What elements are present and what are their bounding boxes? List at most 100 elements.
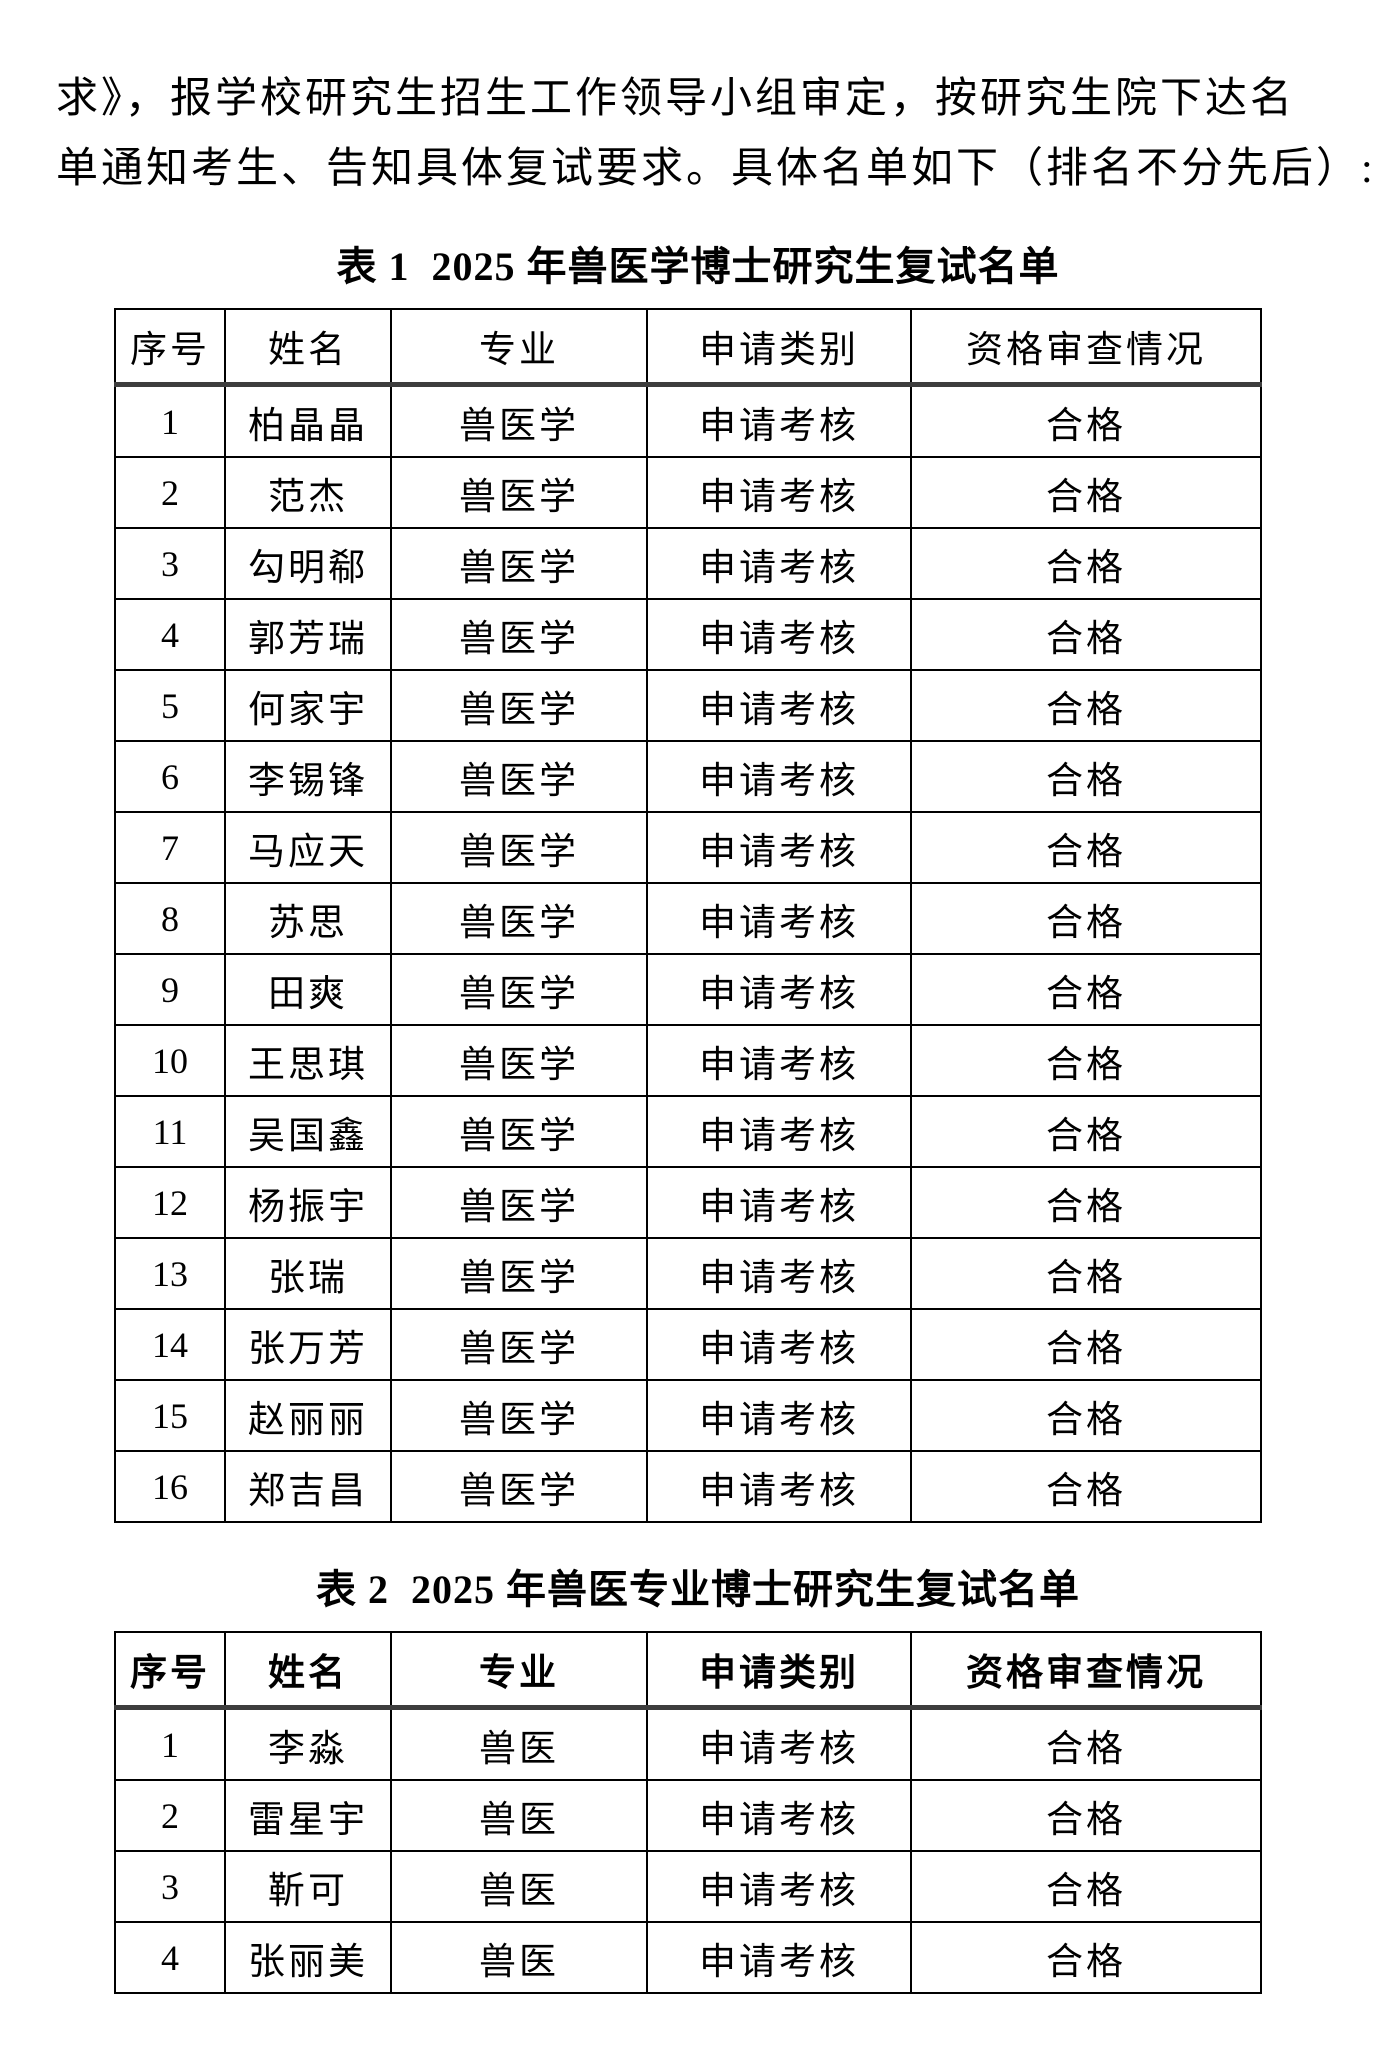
cell-no: 1 — [114, 1706, 226, 1781]
cell-major: 兽医学 — [390, 1308, 648, 1381]
cell-status: 合格 — [910, 811, 1262, 884]
cell-major: 兽医 — [390, 1706, 648, 1781]
cell-no: 11 — [114, 1095, 226, 1168]
cell-no: 14 — [114, 1308, 226, 1381]
cell-category: 申请考核 — [646, 1850, 912, 1923]
cell-major: 兽医学 — [390, 1166, 648, 1239]
cell-major: 兽医学 — [390, 527, 648, 600]
cell-major: 兽医学 — [390, 740, 648, 813]
cell-status: 合格 — [910, 1095, 1262, 1168]
table-row: 15 赵丽丽 兽医学 申请考核 合格 — [114, 1379, 1262, 1452]
cell-name: 柏晶晶 — [224, 383, 392, 458]
cell-status: 合格 — [910, 456, 1262, 529]
cell-status: 合格 — [910, 527, 1262, 600]
cell-category: 申请考核 — [646, 1024, 912, 1097]
cell-category: 申请考核 — [646, 456, 912, 529]
table2: 序号 姓名 专业 申请类别 资格审查情况 1 李淼 兽医 申请考核 合格 2 雷星宇 兽医 申请… — [114, 1631, 1262, 1994]
cell-major: 兽医 — [390, 1921, 648, 1994]
table-row: 3 勾明郗 兽医学 申请考核 合格 — [114, 527, 1262, 600]
cell-name: 张丽美 — [224, 1921, 392, 1994]
cell-no: 8 — [114, 882, 226, 955]
cell-category: 申请考核 — [646, 1237, 912, 1310]
cell-status: 合格 — [910, 1308, 1262, 1381]
cell-major: 兽医学 — [390, 882, 648, 955]
header-cell-no: 序号 — [114, 1631, 226, 1710]
cell-no: 13 — [114, 1237, 226, 1310]
cell-status: 合格 — [910, 669, 1262, 742]
table-row: 3 靳可 兽医 申请考核 合格 — [114, 1850, 1262, 1923]
cell-name: 赵丽丽 — [224, 1379, 392, 1452]
cell-major: 兽医学 — [390, 1024, 648, 1097]
cell-status: 合格 — [910, 1706, 1262, 1781]
cell-category: 申请考核 — [646, 527, 912, 600]
cell-name: 靳可 — [224, 1850, 392, 1923]
cell-name: 王思琪 — [224, 1024, 392, 1097]
table-row: 11 吴国鑫 兽医学 申请考核 合格 — [114, 1095, 1262, 1168]
cell-status: 合格 — [910, 1024, 1262, 1097]
header-cell-status: 资格审查情况 — [910, 308, 1262, 387]
table-row: 4 张丽美 兽医 申请考核 合格 — [114, 1921, 1262, 1994]
cell-no: 2 — [114, 1779, 226, 1852]
cell-no: 16 — [114, 1450, 226, 1523]
cell-category: 申请考核 — [646, 1166, 912, 1239]
cell-major: 兽医学 — [390, 1095, 648, 1168]
table-row: 1 柏晶晶 兽医学 申请考核 合格 — [114, 383, 1262, 458]
cell-no: 7 — [114, 811, 226, 884]
cell-category: 申请考核 — [646, 882, 912, 955]
cell-major: 兽医学 — [390, 383, 648, 458]
header-cell-major: 专业 — [390, 1631, 648, 1710]
table-row: 4 郭芳瑞 兽医学 申请考核 合格 — [114, 598, 1262, 671]
header-cell-name: 姓名 — [224, 1631, 392, 1710]
cell-no: 1 — [114, 383, 226, 458]
cell-major: 兽医学 — [390, 1450, 648, 1523]
cell-no: 5 — [114, 669, 226, 742]
cell-status: 合格 — [910, 740, 1262, 813]
cell-name: 马应天 — [224, 811, 392, 884]
table-row: 5 何家宇 兽医学 申请考核 合格 — [114, 669, 1262, 742]
cell-name: 吴国鑫 — [224, 1095, 392, 1168]
cell-category: 申请考核 — [646, 598, 912, 671]
table-row: 13 张瑞 兽医学 申请考核 合格 — [114, 1237, 1262, 1310]
table-row: 16 郑吉昌 兽医学 申请考核 合格 — [114, 1450, 1262, 1523]
table1-title: 表 1 2025 年兽医学博士研究生复试名单 — [336, 244, 1060, 289]
cell-name: 田爽 — [224, 953, 392, 1026]
cell-status: 合格 — [910, 1379, 1262, 1452]
cell-major: 兽医 — [390, 1779, 648, 1852]
cell-major: 兽医学 — [390, 598, 648, 671]
cell-name: 郑吉昌 — [224, 1450, 392, 1523]
header-cell-category: 申请类别 — [646, 308, 912, 387]
header-cell-name: 姓名 — [224, 308, 392, 387]
cell-status: 合格 — [910, 598, 1262, 671]
cell-no: 2 — [114, 456, 226, 529]
cell-major: 兽医 — [390, 1850, 648, 1923]
cell-no: 15 — [114, 1379, 226, 1452]
paragraph-line-2: 单通知考生、告知具体复试要求。具体名单如下（排名不分先后）: — [56, 146, 1376, 192]
cell-name: 李锡锋 — [224, 740, 392, 813]
header-cell-status: 资格审查情况 — [910, 1631, 1262, 1710]
cell-no: 6 — [114, 740, 226, 813]
cell-no: 4 — [114, 598, 226, 671]
table-row: 2 雷星宇 兽医 申请考核 合格 — [114, 1779, 1262, 1852]
cell-name: 郭芳瑞 — [224, 598, 392, 671]
cell-category: 申请考核 — [646, 1779, 912, 1852]
cell-no: 3 — [114, 527, 226, 600]
table-row: 14 张万芳 兽医学 申请考核 合格 — [114, 1308, 1262, 1381]
cell-no: 10 — [114, 1024, 226, 1097]
table-row: 10 王思琪 兽医学 申请考核 合格 — [114, 1024, 1262, 1097]
table-row: 2 范杰 兽医学 申请考核 合格 — [114, 456, 1262, 529]
header-cell-no: 序号 — [114, 308, 226, 387]
cell-major: 兽医学 — [390, 456, 648, 529]
cell-category: 申请考核 — [646, 669, 912, 742]
cell-name: 范杰 — [224, 456, 392, 529]
table-row: 6 李锡锋 兽医学 申请考核 合格 — [114, 740, 1262, 813]
cell-name: 张瑞 — [224, 1237, 392, 1310]
cell-no: 9 — [114, 953, 226, 1026]
cell-name: 李淼 — [224, 1706, 392, 1781]
table-row: 12 杨振宇 兽医学 申请考核 合格 — [114, 1166, 1262, 1239]
cell-status: 合格 — [910, 1779, 1262, 1852]
cell-no: 3 — [114, 1850, 226, 1923]
cell-category: 申请考核 — [646, 1308, 912, 1381]
cell-status: 合格 — [910, 1450, 1262, 1523]
cell-category: 申请考核 — [646, 1450, 912, 1523]
